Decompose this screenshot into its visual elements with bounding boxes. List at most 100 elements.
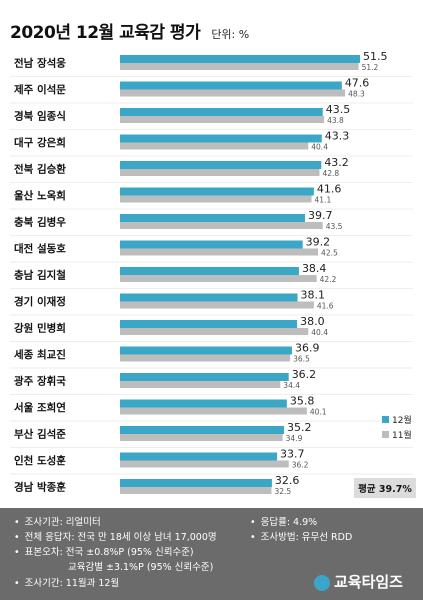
legend-swatch-11m [382,431,389,438]
category-label: 광주 장휘국 [14,375,66,388]
footer-response-rate: • 응답률: 4.9% [250,517,318,528]
bar-12m [120,479,272,487]
value-label-12m: 47.6 [345,77,370,90]
value-label-11m: 32.5 [274,487,291,496]
category-label: 충남 김지철 [14,269,66,282]
bar-12m [120,373,289,381]
category-label: 서울 조희연 [14,401,66,414]
bar-11m [120,195,312,203]
value-label-11m: 40.4 [311,328,328,337]
value-label-11m: 48.3 [348,90,365,99]
bar-11m [120,248,319,256]
bar-11m [120,142,309,150]
value-label-12m: 39.2 [306,236,331,249]
value-label-11m: 42.5 [321,249,338,258]
value-label-12m: 32.6 [275,474,300,487]
value-label-11m: 51.2 [362,63,379,72]
bar-11m [120,301,314,309]
category-label: 전북 김승환 [14,163,66,176]
footer-margin-region: 교육감별 ±3.1%P (95% 신뢰수준) [68,562,214,573]
category-label: 경북 임종식 [14,110,66,123]
value-label-11m: 40.1 [310,408,327,417]
bar-12m [120,108,323,116]
bar-12m [120,399,287,408]
legend-label-11m: 11월 [392,429,412,441]
value-label-12m: 39.7 [308,209,333,222]
logo: 교육타임즈 [313,571,403,592]
category-label: 대구 강은희 [14,136,66,149]
category-label: 세종 최교진 [14,348,66,361]
bar-11m [120,354,291,362]
bar-11m [120,407,307,415]
category-label: 경남 박종훈 [14,481,66,494]
value-label-12m: 35.8 [290,395,315,408]
bar-11m [120,63,359,70]
value-label-12m: 38.4 [302,262,327,275]
value-label-12m: 38.0 [300,315,325,328]
bar-12m [120,320,298,328]
category-label: 제주 이석문 [14,83,66,96]
bar-11m [120,434,283,441]
value-label-12m: 33.7 [280,448,305,461]
legend-label-12m: 12월 [392,414,412,426]
bar-11m [120,381,281,388]
value-label-12m: 43.3 [325,130,350,143]
value-label-11m: 41.1 [315,196,332,205]
category-label: 전남 장석웅 [14,57,66,70]
value-label-12m: 43.5 [326,103,351,116]
bar-11m [120,169,320,176]
footer-method: • 조사방법: 유무선 RDD [250,532,353,543]
bar-11m [120,222,323,229]
chart-title: 2020년 12월 교육감 평가 [10,23,201,43]
value-label-11m: 42.8 [322,169,339,178]
value-label-11m: 41.6 [317,302,334,311]
value-label-11m: 43.5 [326,222,343,231]
bar-12m [120,55,360,63]
value-label-11m: 36.5 [293,355,310,364]
category-label: 강원 민병희 [14,322,66,335]
bar-11m [120,116,325,123]
bar-12m [120,452,278,461]
category-label: 울산 노옥희 [14,189,66,202]
bar-12m [120,346,292,355]
value-label-12m: 35.2 [287,421,312,434]
category-label: 인천 도성훈 [14,454,66,467]
bar-12m [120,240,303,249]
value-label-12m: 41.6 [317,183,342,196]
value-label-12m: 43.2 [324,156,349,169]
bar-11m [120,89,346,97]
unit-label: 단위: % [211,28,250,41]
value-label-11m: 34.9 [286,434,303,443]
average-label: 평균 39.7% [358,483,412,495]
value-label-12m: 51.5 [363,50,388,63]
bar-12m [120,161,322,169]
value-label-12m: 36.9 [295,342,320,355]
bar-11m [120,460,289,468]
category-label: 경기 이재정 [14,295,66,308]
footer-period: • 조사기간: 11월과 12월 [14,578,120,589]
footer-survey-org: • 조사기관: 리얼미터 [14,517,101,528]
value-label-11m: 36.2 [292,461,309,470]
category-label: 충북 김병우 [14,216,66,229]
average-box [354,478,416,498]
bar-12m [120,214,306,222]
value-label-12m: 38.1 [301,289,326,302]
bar-12m [120,426,285,434]
bar-12m [120,81,342,90]
bar-11m [120,328,309,335]
footer-margin-national: • 표본오차: 전국 ±0.8%P (95% 신뢰수준) [14,547,194,558]
bar-12m [120,187,314,196]
bar-11m [120,487,272,494]
logo-mark-icon [313,574,330,591]
legend-swatch-12m [382,416,389,423]
bar-11m [120,275,317,282]
footer-sample: • 전체 응답자: 전국 만 18세 이상 남녀 17,000명 [14,532,217,543]
value-label-11m: 43.8 [327,116,344,125]
chart-title-row: 2020년 12월 교육감 평가 단위: % [10,18,249,43]
value-label-11m: 34.4 [283,381,300,390]
category-label: 대전 설동호 [14,242,66,255]
category-label: 부산 김석준 [14,428,66,441]
bar-12m [120,134,322,143]
survey-info-footer: • 조사기관: 리얼미터 • 전체 응답자: 전국 만 18세 이상 남녀 17,0… [0,508,423,600]
